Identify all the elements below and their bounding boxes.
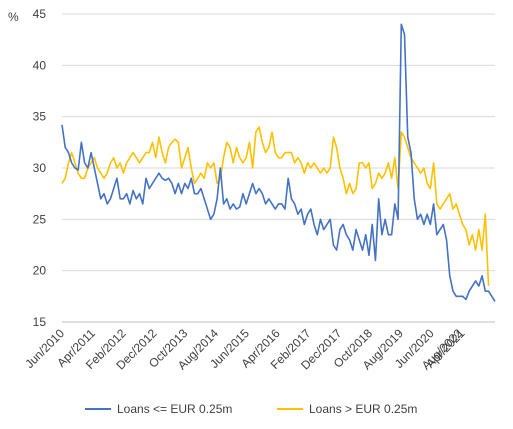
- y-axis-label: %: [8, 10, 19, 24]
- y-tick-label: 20: [33, 264, 47, 278]
- legend-item-series-2: Loans > EUR 0.25m: [277, 402, 417, 416]
- y-tick-label: 15: [33, 315, 47, 329]
- legend: Loans <= EUR 0.25m Loans > EUR 0.25m: [0, 398, 513, 422]
- series-lines: [61, 23, 496, 302]
- y-tick-label: 40: [33, 58, 47, 72]
- y-axis-ticks: 15 20 25 30 35 40 45: [33, 7, 47, 329]
- legend-label-series-1: Loans <= EUR 0.25m: [117, 402, 233, 416]
- legend-swatch-series-2: [277, 408, 303, 410]
- series-line-1: [61, 23, 496, 302]
- legend-swatch-series-1: [85, 408, 111, 410]
- y-tick-label: 35: [33, 110, 47, 124]
- y-tick-label: 25: [33, 212, 47, 226]
- y-tick-label: 30: [33, 161, 47, 175]
- legend-label-series-2: Loans > EUR 0.25m: [309, 402, 418, 416]
- series-line-2: [61, 126, 490, 287]
- legend-item-series-1: Loans <= EUR 0.25m: [85, 402, 232, 416]
- x-axis-ticks: Jun/2010Apr/2011Feb/2012Dec/2012Oct/2013…: [22, 326, 467, 372]
- gridlines: [62, 13, 495, 272]
- y-tick-label: 45: [33, 7, 47, 21]
